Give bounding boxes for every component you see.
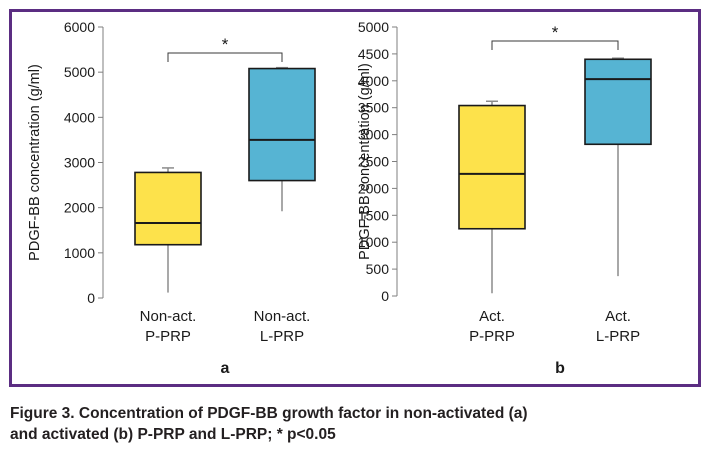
panel-b-y-tick-label: 500	[366, 261, 390, 277]
caption-line-1: Figure 3. Concentration of PDGF-BB growt…	[10, 405, 528, 422]
panel-a-y-axis-title: PDGF-BB concentration (g/ml)	[27, 64, 43, 261]
panel-b-y-tick-label: 3500	[358, 100, 389, 116]
panel-a-y-tick-label: 3000	[64, 155, 95, 171]
panel-b-y-tick-label: 2000	[358, 180, 389, 196]
panel-a-y-tick-label: 6000	[64, 19, 95, 35]
panel-a-y-tick-label: 4000	[64, 109, 95, 125]
panel-b-y-axis-title: PDGF-BB concentration (g/ml)	[357, 63, 373, 260]
panel-b-y-tick-label: 4500	[358, 46, 389, 62]
panel-a-box-2-category-label: L-PRP	[260, 328, 304, 345]
panel-a-label: a	[221, 360, 230, 377]
panel-b-y-tick-label: 2500	[358, 154, 389, 170]
panel-a-box-2-iqr-box	[248, 67, 316, 182]
panel-b-box-2-iqr-box	[584, 58, 652, 146]
panel-b-label: b	[555, 360, 565, 377]
figure-caption: Figure 3. Concentration of PDGF-BB growt…	[10, 403, 694, 445]
panel-b-y-tick-label: 4000	[358, 73, 389, 89]
panel-b-y-tick-label: 3000	[358, 127, 389, 143]
panel-b-y-tick-label: 1500	[358, 207, 389, 223]
panel-b-box-1-category-label: Act.	[479, 308, 505, 325]
panel-a-y-tick-label: 0	[87, 290, 95, 306]
panel-b-box-1-category-label: P-PRP	[469, 328, 515, 345]
caption-line-2: and activated (b) P-PRP and L-PRP; * p<0…	[10, 426, 336, 443]
panel-a-y-tick-label: 2000	[64, 200, 95, 216]
panel-a-y-tick-label: 5000	[64, 64, 95, 80]
panel-b-y-tick-label: 1000	[358, 234, 389, 250]
panel-a-significance-marker: *	[222, 35, 229, 54]
panel-b-y-tick-label: 0	[381, 288, 389, 304]
panel-b-significance-marker: *	[552, 23, 559, 42]
figure-frame	[9, 9, 701, 387]
panel-b-box-2-category-label: Act.	[605, 308, 631, 325]
panel-a-box-1-category-label: Non-act.	[140, 308, 197, 325]
panel-b-y-tick-label: 5000	[358, 19, 389, 35]
panel-a-significance-bracket	[167, 52, 283, 62]
panel-b-box-1-iqr-box	[458, 104, 526, 230]
panel-b-significance-bracket	[491, 40, 619, 50]
panel-a-y-tick-label: 1000	[64, 245, 95, 261]
panel-a-box-2-category-label: Non-act.	[254, 308, 311, 325]
panel-b-box-2-category-label: L-PRP	[596, 328, 640, 345]
panel-a-box-1-category-label: P-PRP	[145, 328, 191, 345]
panel-a-box-1-iqr-box	[134, 171, 202, 246]
